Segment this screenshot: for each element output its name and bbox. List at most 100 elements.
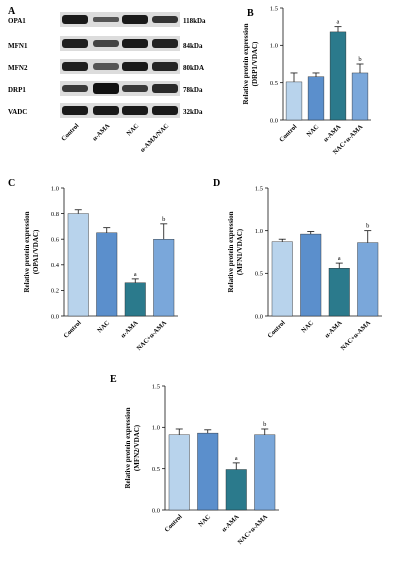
panel-letter-c: C [8, 178, 15, 189]
blot-band [62, 62, 88, 71]
y-tick-label: 1.5 [255, 185, 263, 192]
y-tick-label: 0.0 [51, 313, 59, 320]
bar-d-0 [271, 241, 293, 317]
bar-c-0 [67, 213, 89, 317]
blot-band [122, 62, 148, 71]
blot-band [122, 106, 148, 115]
significance-label: a [235, 455, 238, 462]
panel-letter-e: E [110, 374, 117, 385]
bar-b-1 [307, 76, 325, 121]
category-label: α-AMA [120, 319, 140, 339]
y-tick-label: 1.5 [152, 383, 160, 390]
panel-letter-a: A [8, 6, 16, 17]
blot-band [93, 106, 119, 115]
y-axis-label: (MFN1/VDAC) [236, 228, 244, 275]
chart-panel-b: B 0.0 0.5 1.0 1.5 Relative protein expression… [242, 5, 371, 156]
chart-panel-d: D 0.0 0.5 1.0 1.5 Relative protein expression… [213, 178, 382, 352]
blot-band [93, 83, 119, 94]
category-label: NAC [96, 319, 111, 334]
blot-band [62, 39, 88, 48]
panel-letter-d: D [213, 178, 220, 189]
blot-lane-label-ama-nac: α-AMA/NAC [139, 122, 170, 153]
y-tick-label: 0.5 [152, 466, 160, 473]
y-axis-label: (OPA1/VDAC) [32, 229, 40, 274]
category-label: NAC+α-AMA [136, 319, 169, 352]
blot-band [62, 85, 88, 92]
blot-band [62, 106, 88, 115]
bar-e-3 [254, 434, 276, 511]
y-tick-label: 0.0 [270, 117, 278, 124]
category-label: Control [278, 123, 298, 143]
blot-row-label-opa1: OPA1 [8, 17, 26, 25]
blot-kda-mfn1: 84kDa [183, 42, 203, 50]
bar-c-1 [96, 232, 118, 317]
blot-band [62, 15, 88, 24]
bar-c-3 [153, 238, 175, 317]
bar-e-2 [225, 469, 247, 511]
blot-row-label-mfn1: MFN1 [8, 42, 28, 50]
category-label: NAC+α-AMA [340, 319, 373, 352]
blot-row-label-mfn2: MFN2 [8, 64, 28, 72]
significance-label: b [366, 223, 369, 230]
blot-band [122, 85, 148, 92]
chart-panel-e: E 0.0 0.5 1.0 1.5 Relative protein expression… [110, 374, 279, 546]
y-axis-label: Relative protein expression [242, 23, 250, 104]
significance-label: a [337, 19, 340, 26]
blot-strip-drp1 [60, 81, 180, 96]
category-label: NAC [305, 123, 320, 138]
blot-band [93, 17, 119, 22]
blot-kda-drp1: 78kDa [183, 86, 203, 94]
y-tick-label: 1.5 [270, 5, 278, 12]
chart-panel-c: C 0.0 0.2 0.4 0.6 0.8 1.0 Relative protein expr… [8, 178, 178, 352]
y-axis-label: Relative protein expression [23, 211, 31, 292]
blot-band [152, 62, 178, 71]
blot-row-label-drp1: DRP1 [8, 86, 26, 94]
bar-b-2 [329, 31, 347, 121]
y-tick-label: 0.0 [152, 507, 160, 514]
bar-b-3 [351, 72, 369, 121]
significance-label: b [358, 56, 361, 63]
bar-d-2 [328, 268, 350, 317]
blot-strip-opa1 [60, 12, 180, 27]
category-label: Control [62, 319, 82, 339]
y-tick-label: 0.5 [255, 271, 263, 278]
blot-band [152, 84, 178, 93]
blot-band [122, 15, 148, 24]
blot-lane-label-ama: α-AMA [91, 122, 111, 142]
y-tick-label: 0.2 [51, 288, 59, 295]
significance-label: a [134, 271, 137, 278]
category-label: α-AMA [221, 513, 241, 533]
significance-label: b [263, 421, 266, 428]
y-tick-label: 1.0 [255, 228, 263, 235]
category-label: Control [266, 319, 286, 339]
blot-row-label-vadc: VADC [8, 108, 27, 116]
category-label: α-AMA [324, 319, 344, 339]
category-label: Control [163, 513, 183, 533]
bar-d-3 [357, 242, 379, 317]
blot-band [152, 39, 178, 48]
panel-letter-b: B [247, 8, 254, 19]
blot-lane-label-nac: NAC [125, 122, 140, 137]
y-tick-label: 0.4 [51, 262, 60, 269]
category-label: NAC+α-AMA [237, 513, 270, 546]
blot-strip-vadc [60, 103, 180, 118]
significance-label: b [162, 216, 165, 223]
significance-label: a [338, 255, 341, 262]
bar-c-2 [124, 282, 146, 317]
blot-band [152, 16, 178, 23]
western-blot-panel: A OPA1 MFN1 MFN2 DRP1 VADC 118kDa 84kDa … [8, 6, 206, 154]
blot-band [93, 40, 119, 47]
y-axis-label: Relative protein expression [227, 211, 235, 292]
y-axis-label: (MFN2/VDAC) [133, 424, 141, 471]
category-label: NAC [300, 319, 315, 334]
y-tick-label: 0.8 [51, 211, 59, 218]
category-label: α-AMA [322, 123, 342, 143]
blot-strip-mfn2 [60, 59, 180, 74]
bar-d-1 [300, 233, 322, 317]
bar-b-0 [285, 81, 303, 121]
y-tick-label: 1.0 [270, 43, 278, 50]
category-label: NAC [197, 513, 212, 528]
y-tick-label: 1.0 [51, 185, 59, 192]
y-tick-label: 0.0 [255, 313, 263, 320]
